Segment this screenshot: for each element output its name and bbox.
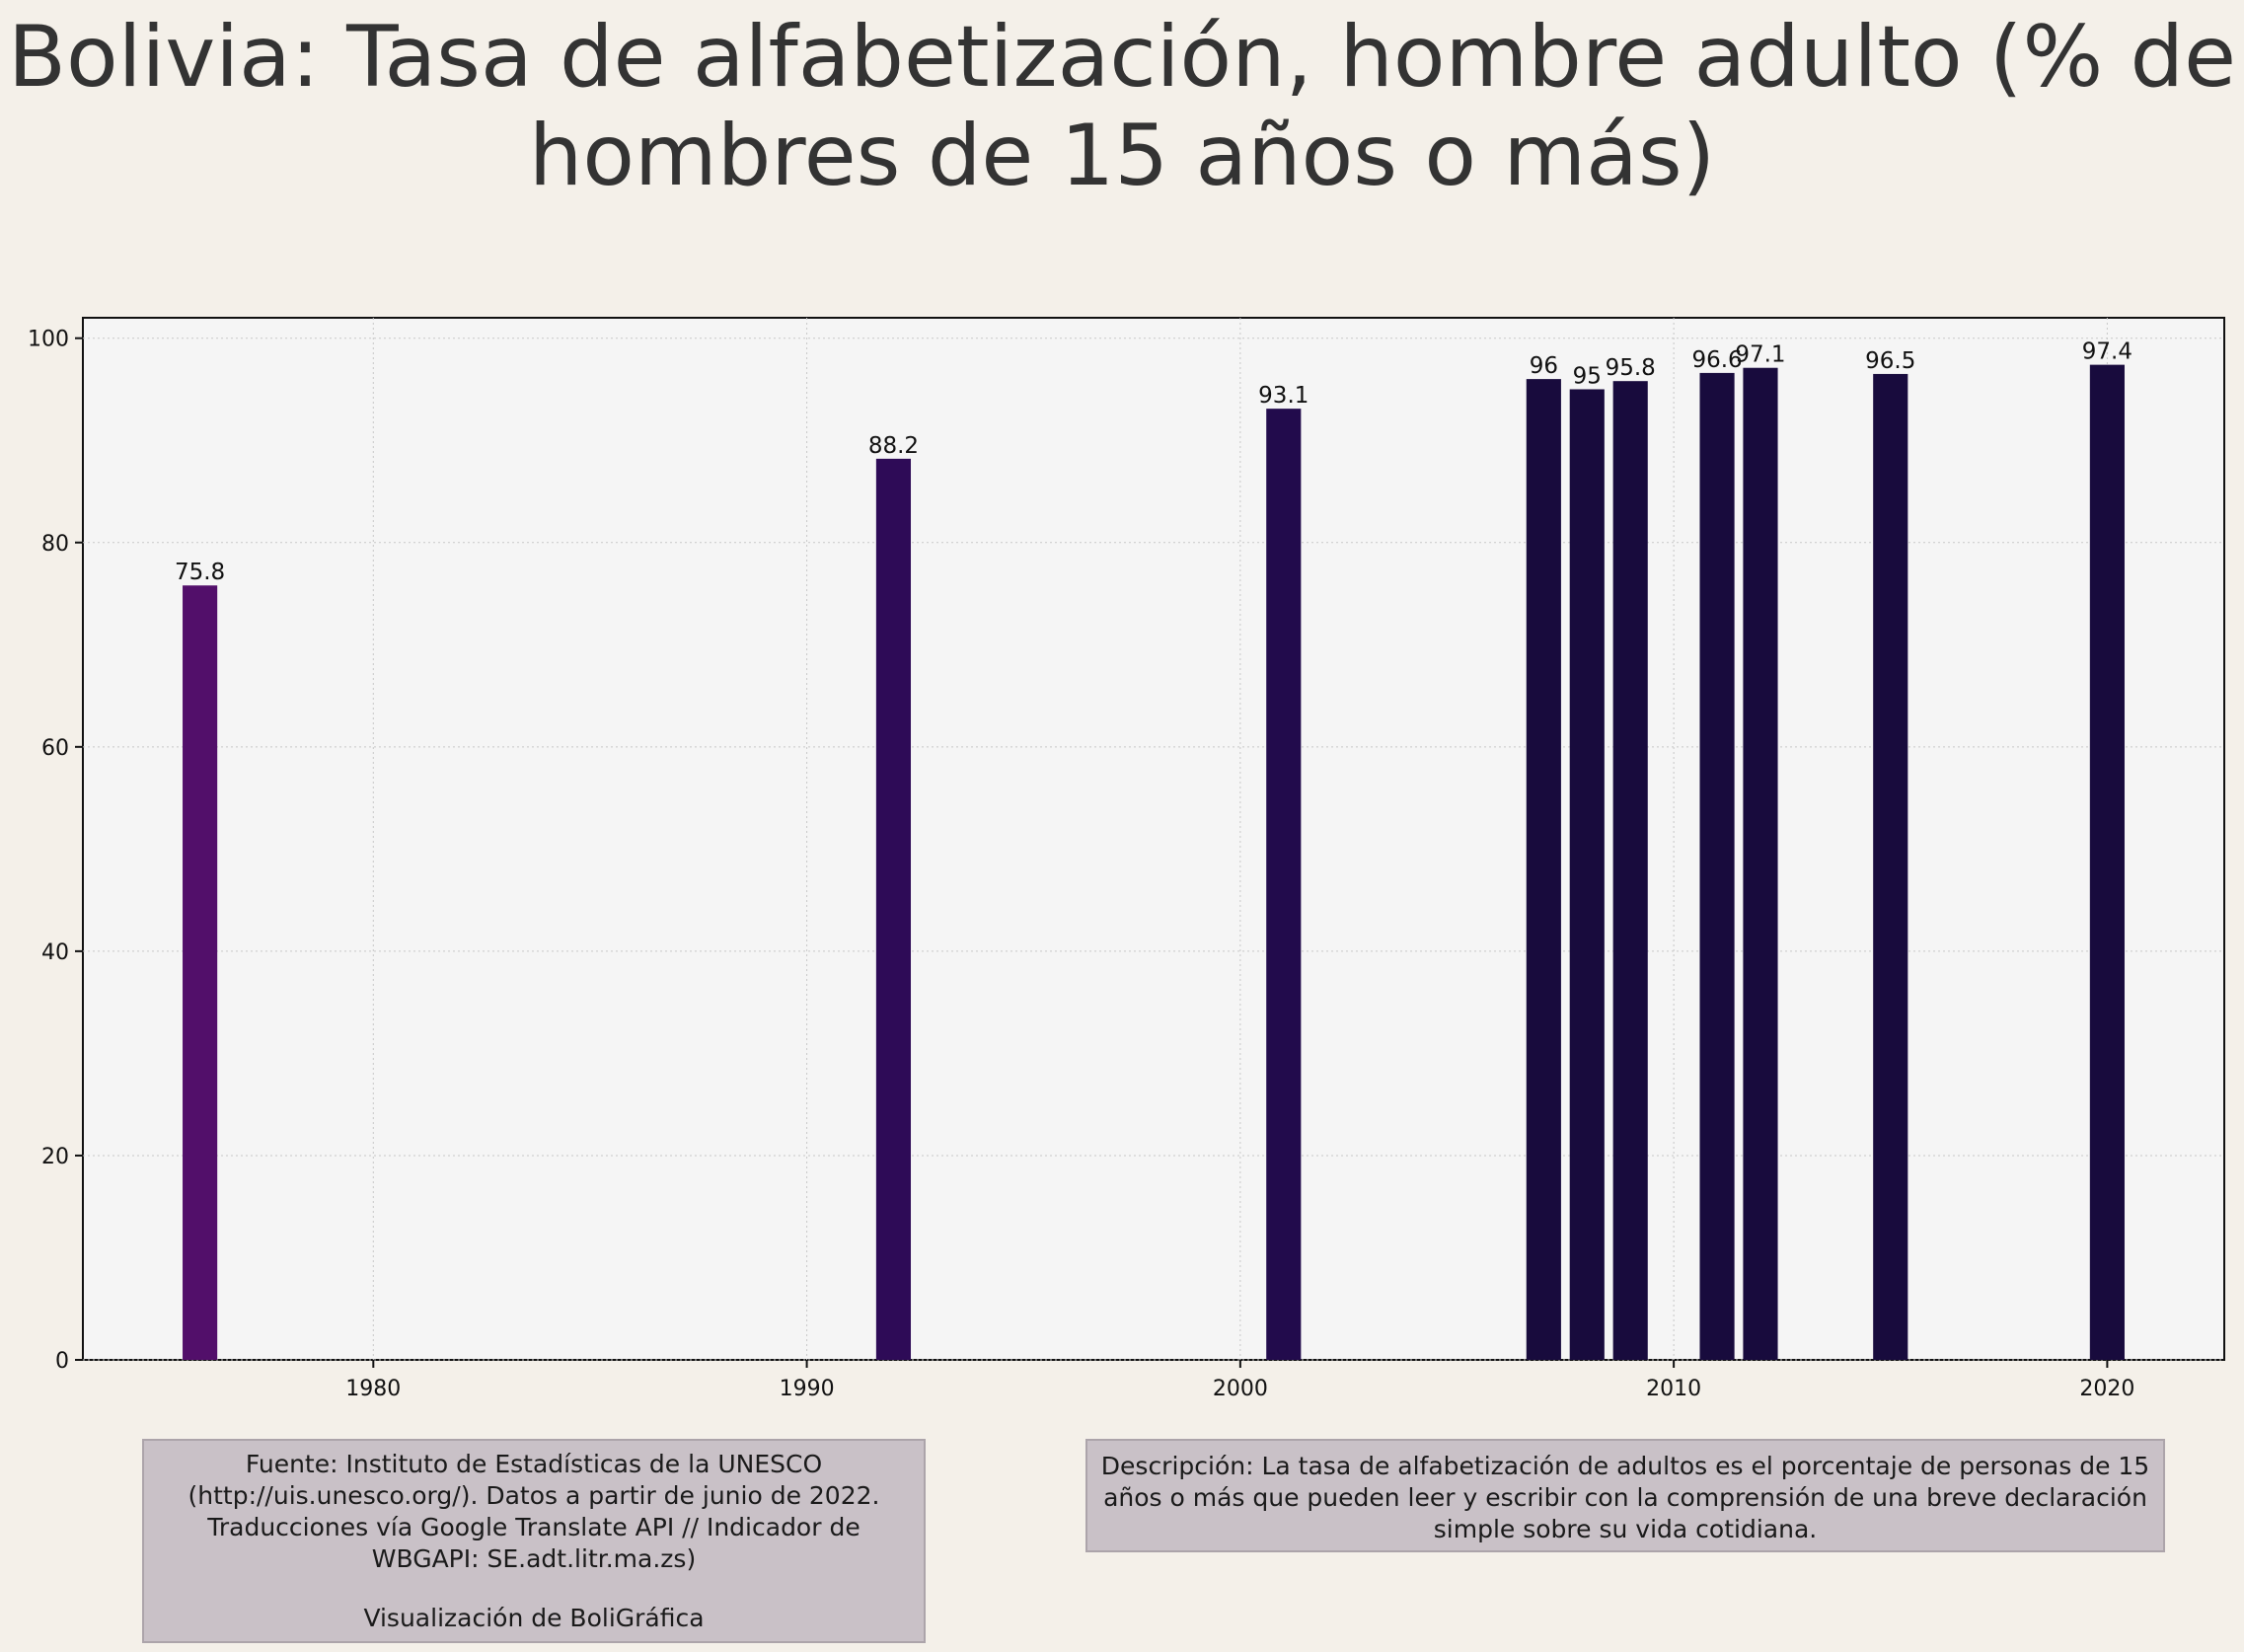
description-note: Descripción: La tasa de alfabetización d… bbox=[1085, 1439, 2165, 1552]
data-label-2009: 95.8 bbox=[1606, 355, 1656, 381]
bar-2001 bbox=[1266, 409, 1302, 1360]
data-label-2007: 96 bbox=[1530, 353, 1558, 379]
chart-title: Bolivia: Tasa de alfabetización, hombre … bbox=[7, 8, 2237, 205]
source-note: Fuente: Instituto de Estadísticas de la … bbox=[142, 1439, 926, 1643]
source-text: Fuente: Instituto de Estadísticas de la … bbox=[187, 1450, 880, 1573]
y-tick-label-0: 0 bbox=[55, 1349, 69, 1374]
x-tick-label-2020: 2020 bbox=[2079, 1377, 2134, 1401]
data-label-2008: 95 bbox=[1573, 363, 1602, 389]
x-tick-label-1990: 1990 bbox=[780, 1377, 835, 1401]
data-label-2011: 96.6 bbox=[1691, 347, 1742, 373]
bar-1976 bbox=[183, 585, 218, 1360]
bar-2007 bbox=[1526, 379, 1561, 1360]
description-text: Descripción: La tasa de alfabetización d… bbox=[1100, 1452, 2150, 1543]
data-label-1992: 88.2 bbox=[868, 433, 919, 459]
bar-2011 bbox=[1699, 372, 1735, 1360]
y-tick-label-40: 40 bbox=[41, 940, 69, 965]
data-label-2012: 97.1 bbox=[1735, 342, 1785, 368]
bar-2012 bbox=[1743, 367, 1778, 1361]
axes: 1980 1990 2000 2010 2020 0 20 40 60 80 100 bbox=[28, 328, 2134, 1401]
credit-text: Visualización de BoliGráfica bbox=[363, 1604, 705, 1632]
x-tick-label-2010: 2010 bbox=[1646, 1377, 1701, 1401]
bar-2008 bbox=[1569, 389, 1605, 1360]
data-label-2015: 96.5 bbox=[1865, 348, 1915, 374]
y-tick-label-80: 80 bbox=[41, 532, 69, 557]
x-tick-label-1980: 1980 bbox=[345, 1377, 401, 1401]
bar-2009 bbox=[1612, 381, 1648, 1360]
bar-2015 bbox=[1873, 373, 1908, 1360]
bar-1992 bbox=[875, 458, 912, 1360]
y-tick-label-20: 20 bbox=[41, 1145, 69, 1169]
data-labels: 75.8 88.2 93.1 96 95 95.8 96.697.1 96.5 97.4 bbox=[175, 339, 2132, 586]
x-tick-label-2000: 2000 bbox=[1213, 1377, 1268, 1401]
y-tick-label-100: 100 bbox=[28, 328, 69, 352]
data-label-2001: 93.1 bbox=[1258, 383, 1309, 409]
bar-2020 bbox=[2089, 364, 2125, 1360]
plot-area bbox=[82, 317, 2225, 1361]
y-tick-label-60: 60 bbox=[41, 736, 69, 761]
data-label-2020: 97.4 bbox=[2082, 339, 2132, 365]
bars bbox=[183, 364, 2125, 1361]
data-label-1976: 75.8 bbox=[175, 560, 225, 585]
